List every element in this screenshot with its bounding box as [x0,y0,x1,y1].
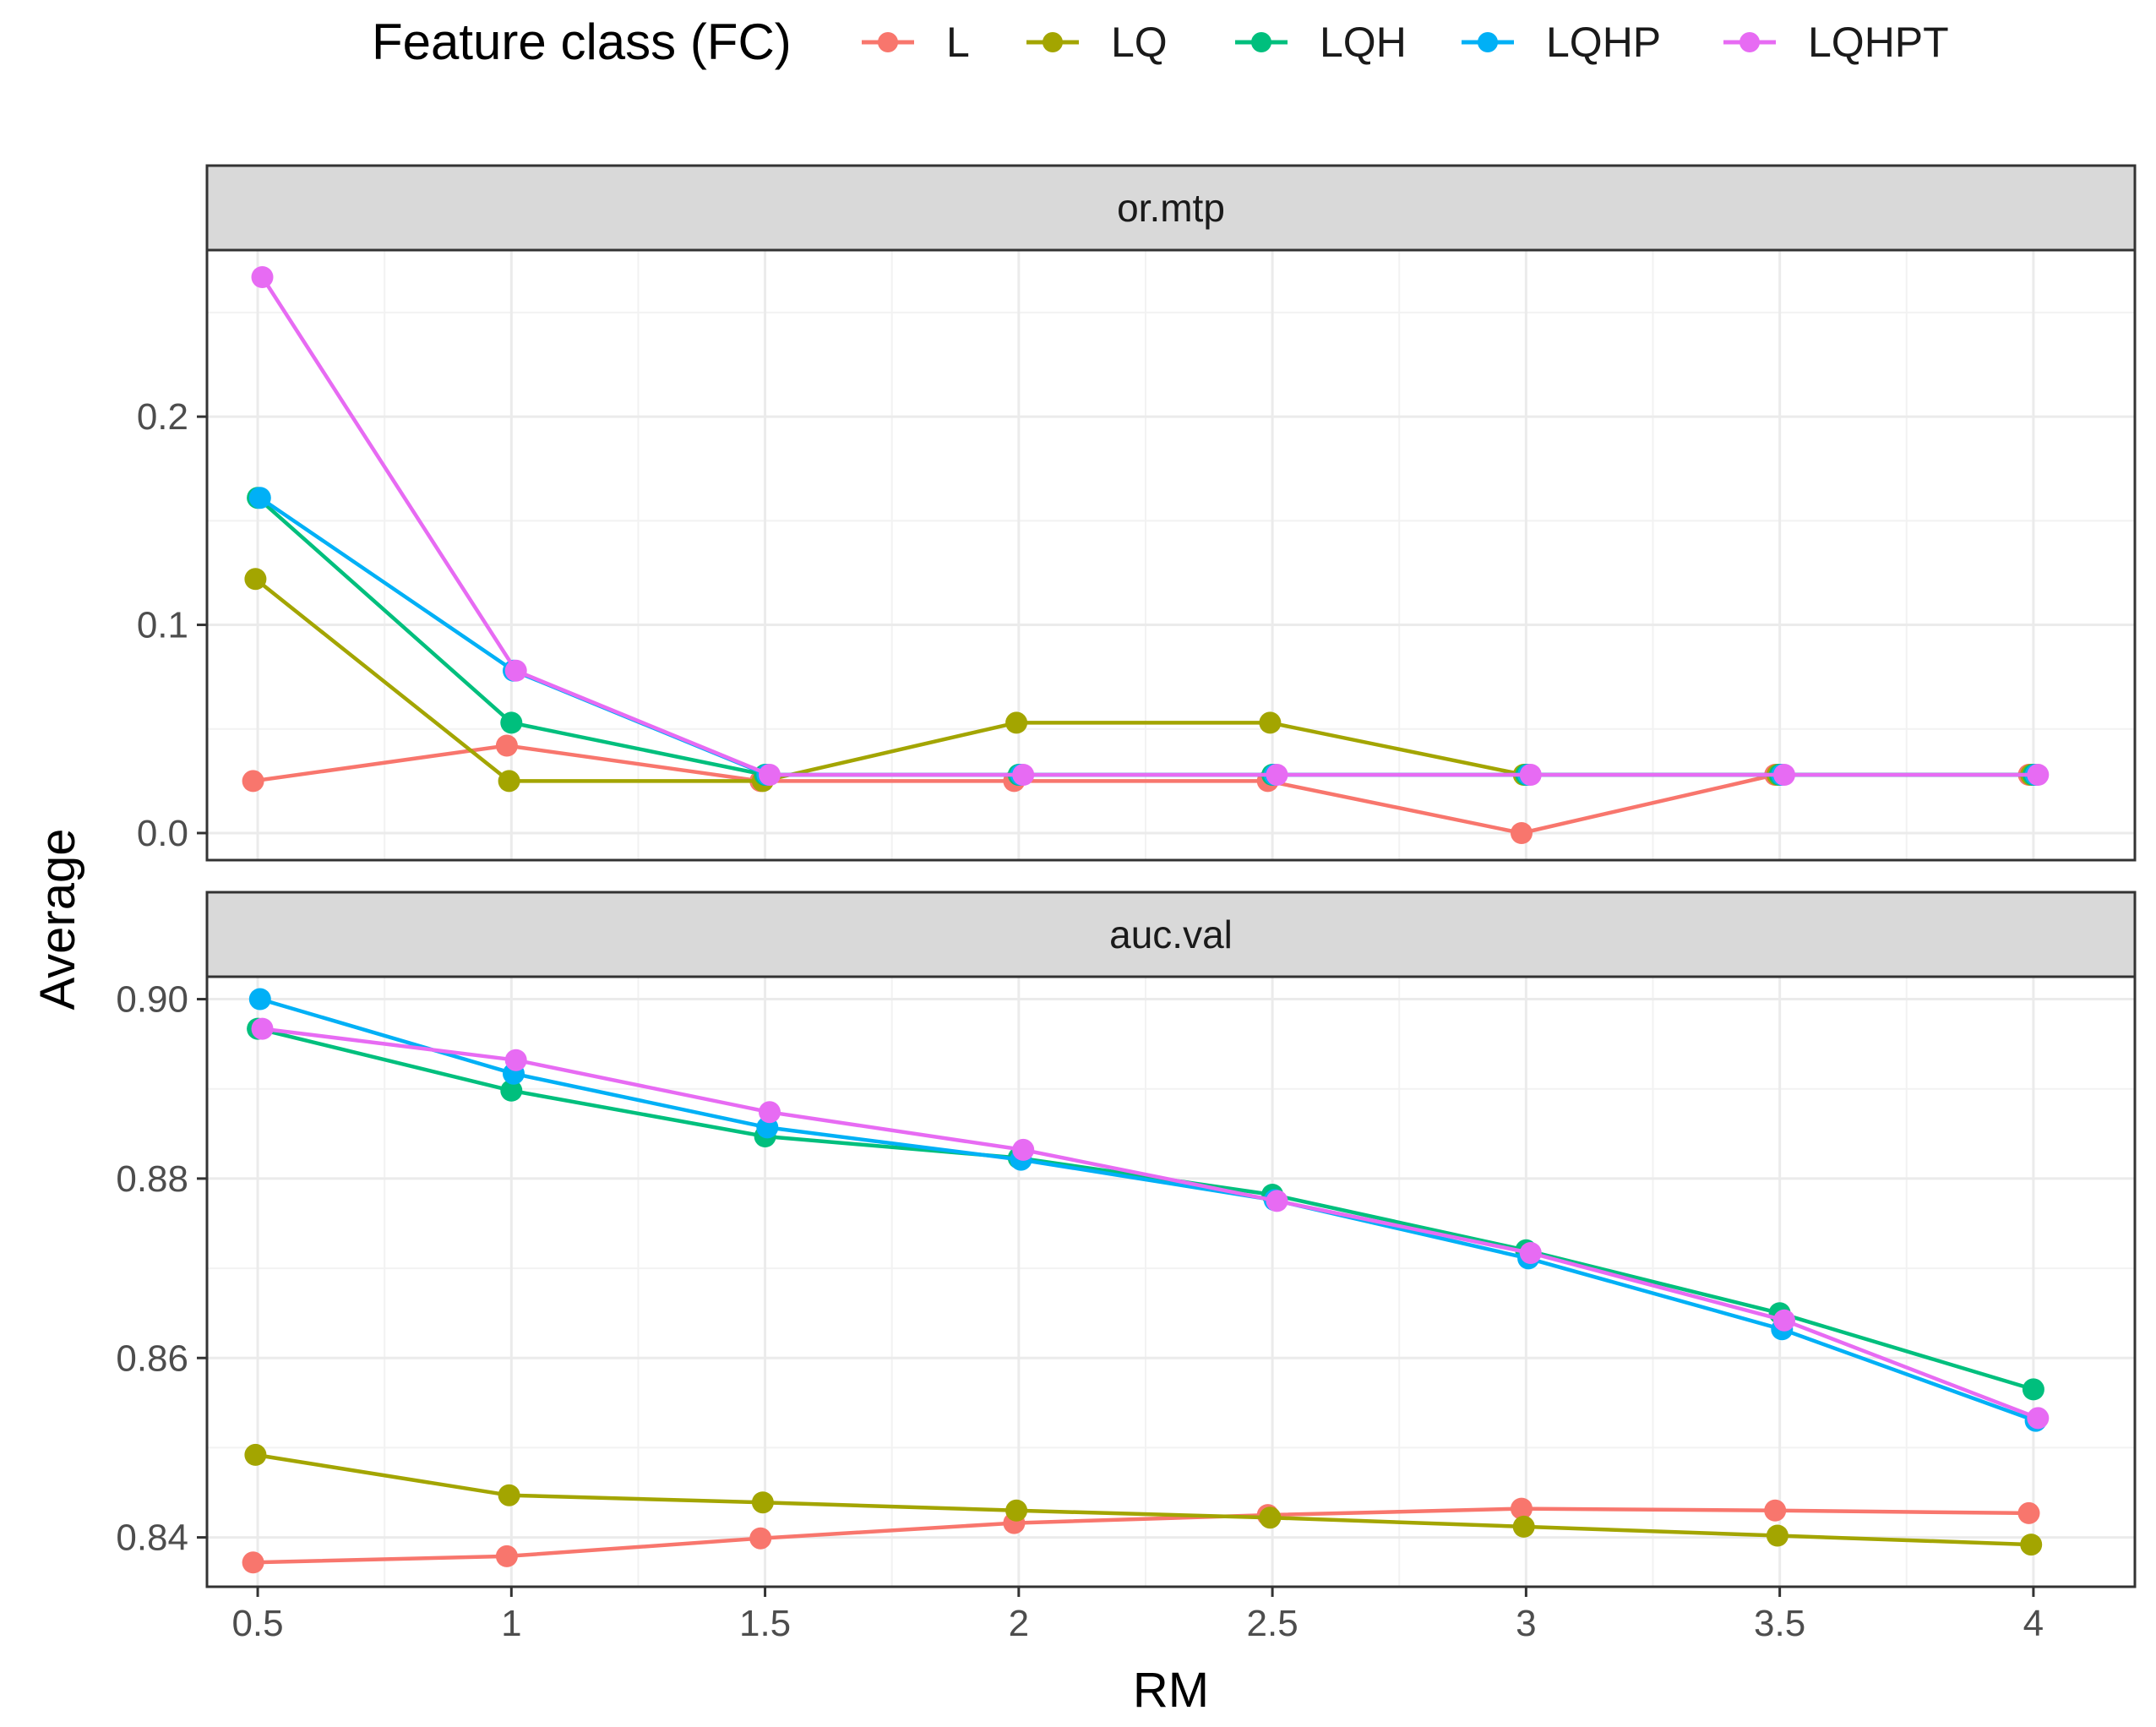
data-point-auc-val-l-7 [2017,1501,2040,1524]
x-tick-label-3: 2 [1009,1603,1029,1644]
series-line-auc-val-lq [255,1452,2032,1547]
plot-area-or-mtp [207,250,2135,860]
data-point-auc-val-lq-3 [1005,1499,1028,1522]
data-point-auc-val-lqhpt-2 [759,1101,781,1124]
data-point-or-mtp-lqhpt-5 [1519,764,1542,786]
x-tick-label-0: 0.5 [231,1603,283,1644]
data-point-auc-val-lqhpt-1 [504,1049,527,1071]
data-point-auc-val-lq-4 [1259,1506,1282,1529]
panel-auc-val: auc.val 0.84 0.86 0.88 0.90 [116,891,2137,1588]
series-line-auc-val-l [253,1506,2029,1565]
series-line-or-mtp-lqhpt [260,275,2039,777]
data-point-or-mtp-lq-1 [498,770,520,793]
data-point-or-mtp-lqhpt-7 [2027,764,2050,786]
data-point-auc-val-lqhpt-3 [1012,1138,1035,1161]
data-point-auc-val-l-2 [749,1527,772,1550]
panel-or-mtp: or.mtp 0.0 0.1 0.2 [137,164,2137,862]
y-tick-label-or-mtp-2: 0.2 [137,396,188,438]
legend-label-l: L [946,19,970,66]
data-point-or-mtp-lqhpt-2 [759,764,781,786]
y-tick-label-auc-val-2: 0.88 [116,1158,188,1200]
legend-point-lqhpt [1740,32,1760,52]
data-point-auc-val-lqhpt-0 [251,1017,274,1040]
legend-label-lqh: LQH [1320,19,1407,66]
y-tick-label-auc-val-1: 0.86 [116,1337,188,1379]
data-point-or-mtp-lqhpt-0 [251,266,274,288]
data-point-auc-val-lqh-1 [500,1079,523,1102]
data-point-or-mtp-l-0 [242,770,264,793]
y-tick-label-auc-val-0: 0.84 [116,1517,188,1559]
strip-label-auc-val: auc.val [1109,913,1233,956]
data-point-auc-val-lq-2 [751,1491,774,1514]
legend-point-lqh [1251,32,1271,52]
legend-label-lqhp: LQHP [1546,19,1661,66]
series-line-or-mtp-l [253,744,2029,836]
data-point-or-mtp-l-5 [1511,822,1533,844]
data-point-or-mtp-l-1 [495,734,518,757]
data-point-auc-val-l-5 [1511,1497,1533,1520]
legend-point-lqhp [1478,32,1498,52]
strip-label-or-mtp: or.mtp [1117,186,1225,230]
x-axis-title: RM [1133,1663,1209,1718]
data-point-or-mtp-lqh-1 [500,711,523,734]
legend-point-lq [1043,32,1063,52]
x-axis: 0.5 1 1.5 2 2.5 3 3.5 4 [231,1587,2044,1644]
data-point-auc-val-lqhpt-4 [1266,1190,1288,1212]
y-ticks-auc-val: 0.84 0.86 0.88 0.90 [116,979,207,1559]
y-axis-title: Average [30,829,85,1011]
data-point-or-mtp-lqhpt-6 [1773,764,1795,786]
data-point-auc-val-l-1 [495,1544,518,1567]
data-point-or-mtp-lq-0 [244,568,267,591]
data-point-auc-val-lq-0 [244,1443,267,1466]
data-point-or-mtp-lqhpt-4 [1266,764,1288,786]
legend: Feature class (FC) L LQ LQH LQHP LQHPT [372,14,1949,70]
x-tick-label-2: 1.5 [739,1603,791,1644]
series-auc-val [242,988,2050,1574]
data-point-or-mtp-lqhp-0 [248,487,271,509]
data-point-auc-val-lqh-7 [2022,1378,2044,1401]
data-point-auc-val-l-0 [242,1551,264,1574]
y-tick-label-or-mtp-0: 0.0 [137,813,188,854]
x-tick-label-4: 2.5 [1247,1603,1298,1644]
x-tick-label-1: 1 [501,1603,521,1644]
grid-or-mtp [207,250,2135,860]
y-tick-label-or-mtp-1: 0.1 [137,605,188,646]
data-point-auc-val-lq-1 [498,1484,520,1506]
data-point-or-mtp-lq-3 [1005,711,1028,734]
legend-title: Feature class (FC) [372,14,792,70]
data-point-or-mtp-lq-4 [1259,711,1282,734]
data-point-or-mtp-lqhpt-1 [504,659,527,682]
x-tick-label-7: 4 [2023,1603,2044,1644]
panel-border-auc-val [205,975,2137,1588]
data-point-auc-val-lqhpt-6 [1773,1309,1795,1332]
y-ticks-or-mtp: 0.0 0.1 0.2 [137,396,207,854]
data-point-or-mtp-lqhpt-3 [1012,764,1035,786]
data-point-auc-val-lqhpt-5 [1519,1242,1542,1264]
series-or-mtp [242,266,2050,844]
data-point-auc-val-lq-5 [1512,1515,1535,1538]
series-line-auc-val-lqhp [259,997,2037,1423]
panel-border-or-mtp [205,248,2137,862]
data-point-auc-val-lq-7 [2020,1534,2043,1556]
data-point-auc-val-lqhpt-7 [2027,1407,2050,1430]
legend-label-lq: LQ [1111,19,1168,66]
x-tick-label-6: 3.5 [1754,1603,1805,1644]
legend-label-lqhpt: LQHPT [1808,19,1949,66]
legend-point-l [878,32,898,52]
strip-auc-val [205,891,2137,978]
strip-or-mtp [205,164,2137,252]
data-point-auc-val-lq-6 [1766,1524,1788,1547]
data-point-auc-val-l-6 [1764,1499,1787,1522]
data-point-auc-val-lqhp-0 [248,988,271,1011]
x-tick-label-5: 3 [1516,1603,1536,1644]
y-tick-label-auc-val-3: 0.90 [116,979,188,1021]
series-line-auc-val-lqhpt [262,1027,2039,1420]
